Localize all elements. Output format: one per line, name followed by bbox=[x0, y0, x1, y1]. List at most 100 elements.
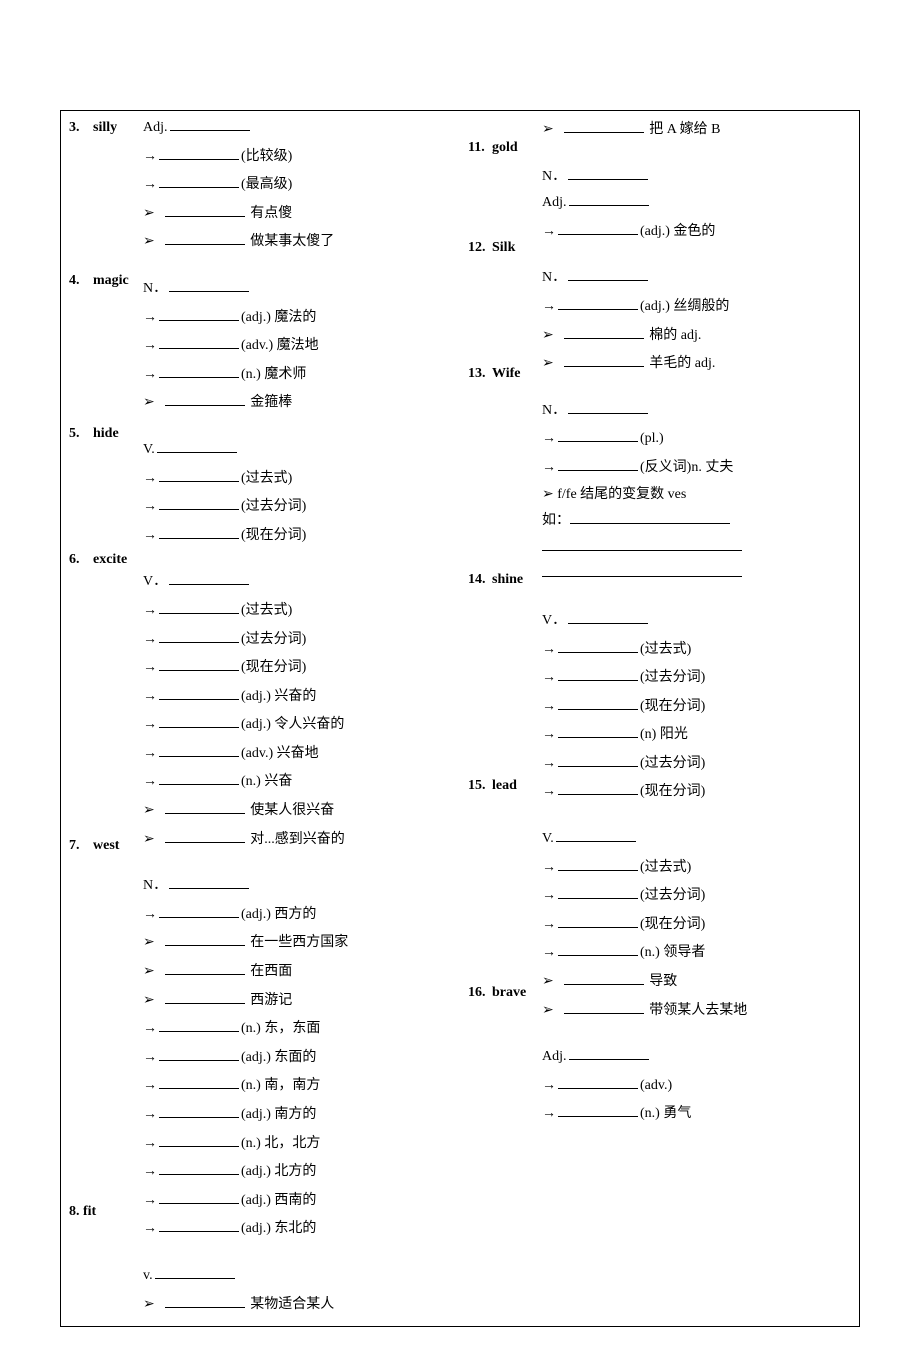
arrow-line: →(现在分词) bbox=[143, 653, 458, 682]
pos-line: N． bbox=[143, 276, 458, 303]
bullet-line: ➢ 在西面 bbox=[143, 957, 458, 986]
entry-label: 16.brave bbox=[468, 980, 532, 1060]
arrow-line: →(adj.) 东面的 bbox=[143, 1043, 458, 1072]
arrow-line: →(adj.) 西南的 bbox=[143, 1186, 458, 1215]
entry-label: 5.hide bbox=[69, 421, 133, 527]
left-column: 3.silly 4.magic 5.hide 6.excite 7.west 8… bbox=[61, 111, 460, 1326]
arrow-line: →(现在分词) bbox=[143, 521, 458, 550]
arrow-line: →(n.) 魔术师 bbox=[143, 360, 458, 389]
arrow-line: →(adj.) 东北的 bbox=[143, 1214, 458, 1243]
full-blank-line bbox=[542, 535, 857, 562]
bullet-line: ➢ 带领某人去某地 bbox=[542, 996, 857, 1025]
entry-content: Adj.→(比较级)→(最高级)➢ 有点傻➢ 做某事太傻了 bbox=[143, 115, 458, 256]
arrow-line: →(过去式) bbox=[143, 464, 458, 493]
arrow-line: →(现在分词) bbox=[542, 777, 857, 806]
entry-label: 15.lead bbox=[468, 773, 532, 959]
head-word: 4.magic bbox=[69, 268, 133, 295]
arrow-line: →(n.) 东，东面 bbox=[143, 1014, 458, 1043]
pos-line: N． bbox=[542, 398, 857, 425]
pos-line: N． bbox=[143, 873, 458, 900]
arrow-line: →(比较级) bbox=[143, 142, 458, 171]
bullet-line: ➢ 对...感到兴奋的 bbox=[143, 825, 458, 854]
head-word: 16.brave bbox=[468, 980, 532, 1007]
arrow-line: →(现在分词) bbox=[542, 692, 857, 721]
bullet-line: ➢ 金箍棒 bbox=[143, 388, 458, 417]
arrow-line: →(adj.) 兴奋的 bbox=[143, 682, 458, 711]
left-content-column: Adj.→(比较级)→(最高级)➢ 有点傻➢ 做某事太傻了N．→(adj.) 魔… bbox=[141, 111, 460, 1326]
entry-content: V．→(过去式)→(过去分词)→(现在分词)→(n) 阳光→(过去分词)→(现在… bbox=[542, 608, 857, 806]
bullet-line: ➢ 使某人很兴奋 bbox=[143, 796, 458, 825]
arrow-line: →(adj.) 南方的 bbox=[143, 1100, 458, 1129]
worksheet-table: 3.silly 4.magic 5.hide 6.excite 7.west 8… bbox=[60, 110, 860, 1327]
entry-label: 3.silly bbox=[69, 115, 133, 248]
entry-content: V．→(过去式)→(过去分词)→(现在分词)→(adj.) 兴奋的→(adj.)… bbox=[143, 569, 458, 853]
bullet-line: ➢ 做某事太傻了 bbox=[143, 227, 458, 256]
arrow-line: →(过去式) bbox=[143, 596, 458, 625]
pos-line: N． bbox=[542, 164, 857, 191]
pos-line: Adj. bbox=[542, 190, 857, 217]
head-word: 7.west bbox=[69, 833, 133, 860]
arrow-line: →(adv.) 兴奋地 bbox=[143, 739, 458, 768]
full-blank-line bbox=[542, 561, 857, 588]
entry-content: Adj.→(adv.)→(n.) 勇气 bbox=[542, 1044, 857, 1128]
pos-line: V. bbox=[143, 437, 458, 464]
entry-label: 6.excite bbox=[69, 547, 133, 813]
arrow-line: →(adv.) bbox=[542, 1071, 857, 1100]
arrow-line: →(n.) 勇气 bbox=[542, 1099, 857, 1128]
entry-content: V.→(过去式)→(过去分词)→(现在分词)→(n.) 领导者➢ 导致➢ 带领某… bbox=[542, 826, 857, 1024]
arrow-line: →(最高级) bbox=[143, 170, 458, 199]
arrow-line: →(过去式) bbox=[542, 853, 857, 882]
entry-content: N．→(pl.)→(反义词)n. 丈夫➢ f/fe 结尾的变复数 ves如： bbox=[542, 398, 857, 588]
pos-line: V． bbox=[542, 608, 857, 635]
text-line: ➢ f/fe 结尾的变复数 ves bbox=[542, 482, 857, 509]
arrow-line: →(n.) 北，北方 bbox=[143, 1129, 458, 1158]
arrow-line: →(过去分词) bbox=[542, 881, 857, 910]
pos-line: N． bbox=[542, 265, 857, 292]
arrow-line: →(adj.) 北方的 bbox=[143, 1157, 458, 1186]
head-word: 15.lead bbox=[468, 773, 532, 800]
bullet-line: ➢ 棉的 adj. bbox=[542, 321, 857, 350]
entry-label: 7.west bbox=[69, 833, 133, 1179]
pos-line: V. bbox=[542, 826, 857, 853]
head-word: 12.Silk bbox=[468, 235, 532, 262]
pos-line: Adj. bbox=[143, 115, 458, 142]
bullet-line: ➢ 西游记 bbox=[143, 986, 458, 1015]
arrow-line: →(反义词)n. 丈夫 bbox=[542, 453, 857, 482]
arrow-line: →(adj.) 魔法的 bbox=[143, 303, 458, 332]
entry-content: N．→(adj.) 丝绸般的➢ 棉的 adj.➢ 羊毛的 adj. bbox=[542, 265, 857, 377]
entry-content: N．Adj.→(adj.) 金色的 bbox=[542, 164, 857, 246]
head-word: 6.excite bbox=[69, 547, 133, 574]
arrow-line: →(n.) 南，南方 bbox=[143, 1071, 458, 1100]
arrow-line: →(n.) 领导者 bbox=[542, 938, 857, 967]
entry-content: V.→(过去式)→(过去分词)→(现在分词) bbox=[143, 437, 458, 549]
arrow-line: →(过去分词) bbox=[542, 663, 857, 692]
head-word: 13.Wife bbox=[468, 361, 532, 388]
arrow-line: →(adj.) 金色的 bbox=[542, 217, 857, 246]
bullet-line: ➢ 在一些西方国家 bbox=[143, 928, 458, 957]
bullet-line: ➢ 羊毛的 adj. bbox=[542, 349, 857, 378]
pos-line: Adj. bbox=[542, 1044, 857, 1071]
entry-content: ➢ 把 A 嫁给 B bbox=[542, 115, 857, 144]
arrow-line: →(过去分词) bbox=[143, 625, 458, 654]
entry-label: 8. fit bbox=[69, 1199, 133, 1252]
bullet-line: ➢ 把 A 嫁给 B bbox=[542, 115, 857, 144]
pos-line: v. bbox=[143, 1263, 458, 1290]
pos-line: V． bbox=[143, 569, 458, 596]
arrow-line: →(过去分词) bbox=[542, 749, 857, 778]
text-blank-line: 如： bbox=[542, 508, 857, 535]
arrow-line: →(adj.) 西方的 bbox=[143, 900, 458, 929]
entry-label: 11.gold bbox=[468, 135, 532, 215]
entry-content: N．→(adj.) 魔法的→(adv.) 魔法地→(n.) 魔术师➢ 金箍棒 bbox=[143, 276, 458, 417]
arrow-line: →(adj.) 令人兴奋的 bbox=[143, 710, 458, 739]
entry-content: v.➢ 某物适合某人 bbox=[143, 1263, 458, 1318]
entry-label: 4.magic bbox=[69, 268, 133, 401]
bullet-line: ➢ 导致 bbox=[542, 967, 857, 996]
head-word: 8. fit bbox=[69, 1199, 133, 1226]
arrow-line: →(adj.) 丝绸般的 bbox=[542, 292, 857, 321]
entry-label: 14.shine bbox=[468, 567, 532, 753]
head-word: 5.hide bbox=[69, 421, 133, 448]
bullet-line: ➢ 有点傻 bbox=[143, 199, 458, 228]
arrow-line: →(n) 阳光 bbox=[542, 720, 857, 749]
arrow-line: →(过去式) bbox=[542, 635, 857, 664]
arrow-line: →(现在分词) bbox=[542, 910, 857, 939]
